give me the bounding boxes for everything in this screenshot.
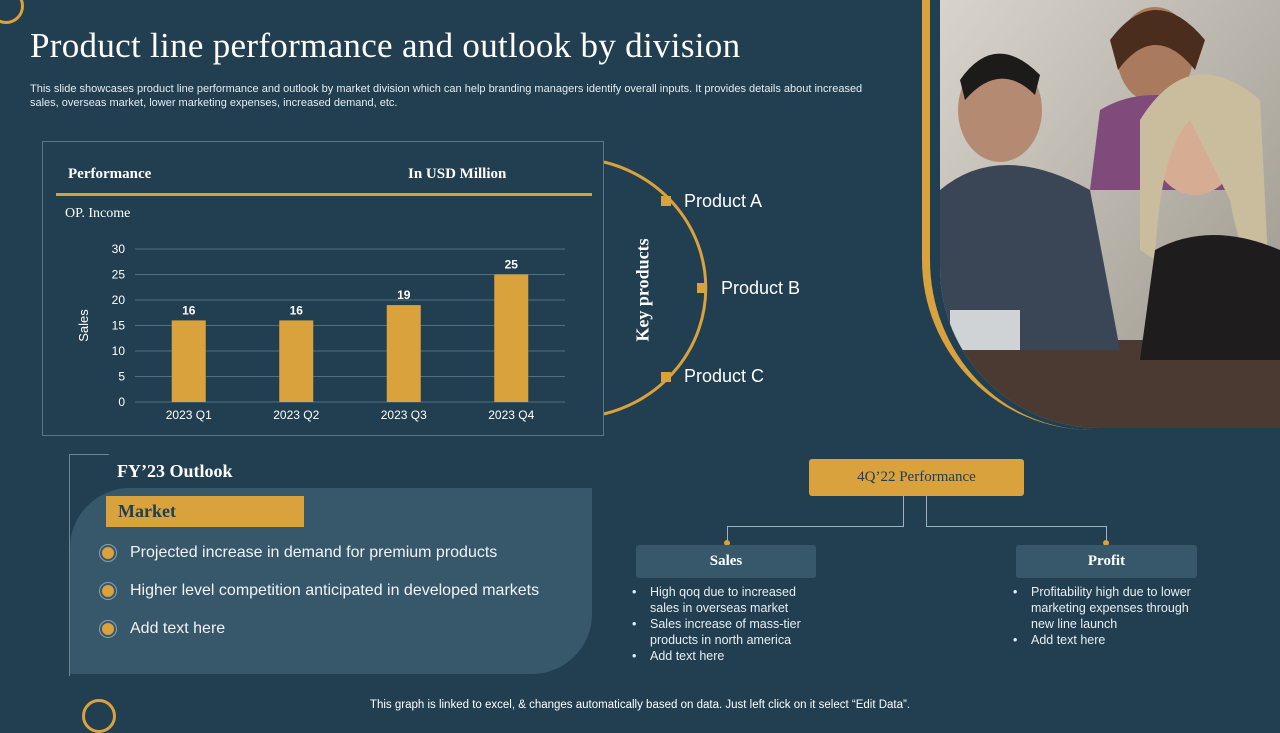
profit-header[interactable]: Profit — [1016, 545, 1197, 578]
list-item: Profitability high due to lower marketin… — [1013, 584, 1213, 632]
list-item: Add text here — [632, 648, 822, 664]
x-tick-label: 2023 Q3 — [381, 408, 427, 422]
tree-connector — [727, 526, 728, 542]
x-tick-label: 2023 Q1 — [166, 408, 212, 422]
x-tick-label: 2023 Q4 — [488, 408, 534, 422]
tree-connector — [926, 496, 927, 526]
y-tick-label: 10 — [112, 344, 126, 358]
slide-subtitle[interactable]: This slide showcases product line perfor… — [30, 83, 863, 109]
bar[interactable] — [494, 274, 529, 403]
y-tick-label: 25 — [112, 268, 126, 282]
bar[interactable] — [386, 305, 421, 402]
sales-list: High qoq due to increased sales in overs… — [632, 584, 822, 664]
outlook-item[interactable]: Higher level competition anticipated in … — [100, 582, 539, 600]
list-item: High qoq due to increased sales in overs… — [632, 584, 822, 616]
bar-chart[interactable]: 0 5 10 15 20 25 30 Sales 16 2023 Q1 16 2023 Q2 19 202… — [60, 232, 580, 432]
bullet-icon — [100, 545, 116, 561]
x-tick-label: 2023 Q2 — [273, 408, 319, 422]
sales-header[interactable]: Sales — [636, 545, 816, 578]
bar[interactable] — [171, 320, 206, 402]
tree-connector — [727, 526, 904, 527]
tree-connector — [926, 526, 1107, 527]
product-c-label[interactable]: Product C — [684, 366, 765, 386]
list-item: Add text here — [1013, 632, 1213, 648]
outlook-item-text: Add text here — [130, 620, 226, 637]
y-tick-label: 5 — [118, 370, 125, 384]
outlook-item-text: Projected increase in demand for premium… — [130, 544, 498, 561]
key-products-label: Key products — [632, 238, 653, 342]
data-label: 25 — [505, 258, 519, 272]
y-axis-label: Sales — [76, 309, 91, 342]
data-label: 16 — [290, 303, 304, 317]
outlook-title: FY’23 Outlook — [117, 461, 233, 481]
team-photo[interactable] — [940, 0, 1280, 428]
connector-dot — [1103, 540, 1109, 546]
profit-list: Profitability high due to lower marketin… — [1013, 584, 1213, 648]
chart-title: OP. Income — [65, 206, 131, 221]
unit-label: In USD Million — [408, 166, 507, 182]
data-label: 16 — [182, 303, 196, 317]
outlook-item[interactable]: Projected increase in demand for premium… — [100, 544, 497, 562]
product-b-marker — [697, 283, 707, 293]
product-a-marker — [661, 196, 671, 206]
bullet-icon — [100, 583, 116, 599]
outlook-item-text: Higher level competition anticipated in … — [130, 582, 540, 599]
decorative-ring-top — [0, 0, 24, 24]
slide-title[interactable]: Product line performance and outlook by … — [30, 26, 741, 65]
q4-performance-header[interactable]: 4Q’22 Performance — [809, 459, 1024, 496]
y-tick-label: 30 — [112, 242, 126, 256]
tree-connector — [1106, 526, 1107, 542]
bar[interactable] — [279, 320, 314, 402]
product-b-label[interactable]: Product B — [721, 278, 801, 298]
connector-dot — [724, 540, 730, 546]
list-item: Sales increase of mass-tier products in … — [632, 616, 822, 648]
market-badge[interactable]: Market — [106, 496, 304, 527]
chart-panel[interactable] — [42, 141, 604, 436]
product-a-label[interactable]: Product A — [684, 191, 763, 211]
product-c-marker — [661, 372, 671, 382]
header-divider — [56, 193, 592, 196]
y-tick-label: 20 — [112, 293, 126, 307]
performance-label: Performance — [68, 166, 152, 182]
outlook-bracket — [69, 454, 109, 676]
outlook-item[interactable]: Add text here — [100, 620, 225, 638]
y-tick-label: 0 — [118, 395, 125, 409]
footer-note: This graph is linked to excel, & changes… — [369, 699, 911, 711]
y-tick-label: 15 — [112, 319, 126, 333]
data-label: 19 — [397, 288, 411, 302]
tree-connector — [903, 496, 904, 526]
bullet-icon — [100, 621, 116, 637]
